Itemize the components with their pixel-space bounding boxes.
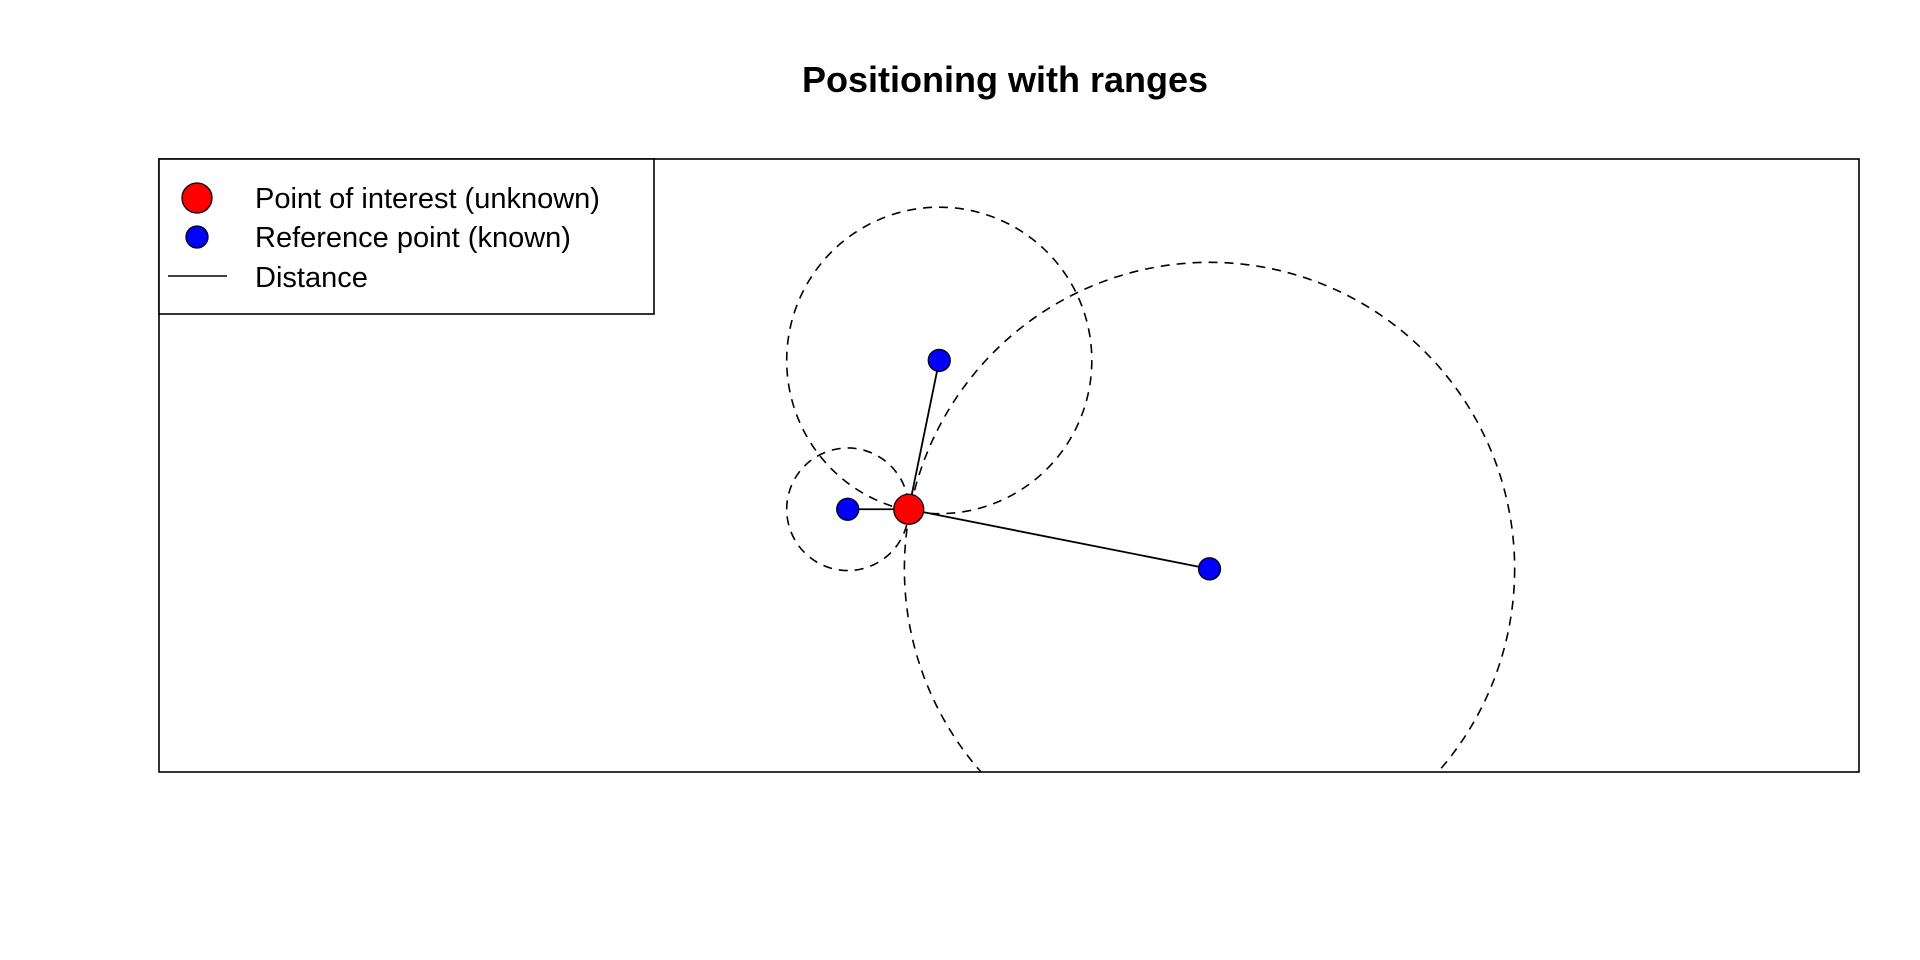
legend-label-reference-point: Reference point (known) — [255, 222, 571, 254]
legend-box — [158, 158, 655, 315]
plot-frame — [158, 158, 1860, 773]
range-circle-1 — [785, 206, 1093, 515]
legend-label-point-of-interest: Point of interest (unknown) — [255, 183, 600, 215]
range-circle-3 — [903, 261, 1516, 772]
legend: Point of interest (unknown) Reference po… — [158, 158, 655, 315]
distance-line-1 — [907, 360, 941, 510]
reference-point-1 — [927, 348, 951, 373]
legend-marker-point-of-interest — [181, 182, 213, 214]
point-of-interest — [893, 493, 925, 525]
reference-point-2 — [836, 497, 860, 521]
plot-content — [785, 206, 1516, 772]
distance-line-3 — [908, 508, 1210, 570]
chart-title: Positioning with ranges — [802, 59, 1208, 100]
legend-marker-reference-point — [185, 225, 209, 249]
reference-point-3 — [1197, 557, 1222, 581]
legend-label-distance: Distance — [255, 262, 368, 294]
